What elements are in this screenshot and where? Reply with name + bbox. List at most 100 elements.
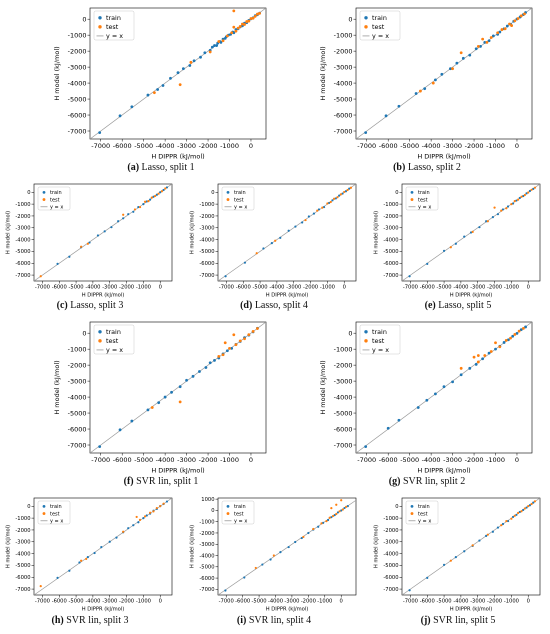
test-point <box>232 333 236 337</box>
y-axis-label: H model (kJ/mol) <box>6 211 12 254</box>
test-point <box>258 12 261 15</box>
train-point <box>474 362 478 366</box>
test-point <box>328 516 331 519</box>
test-point <box>519 14 523 18</box>
data-layer <box>218 499 356 595</box>
x-tick-label: -2000 <box>303 285 318 291</box>
test-point <box>516 17 520 20</box>
test-point <box>217 354 221 358</box>
train-point <box>117 220 120 223</box>
legend-test-marker <box>364 339 368 343</box>
train-point <box>78 561 81 564</box>
x-tick-label: -3000 <box>470 599 485 605</box>
test-point <box>517 329 521 333</box>
data-layer <box>356 322 532 453</box>
train-point <box>414 92 418 95</box>
y-tick-label: 0 <box>82 329 86 337</box>
panel-a: -7000 -6000 -5000 -4000 -3000 -2000 -1000 0 -700… <box>52 4 270 176</box>
y-axis-label: H model (kJ/mol) <box>374 211 380 254</box>
test-point <box>256 327 259 330</box>
test-point <box>149 511 152 514</box>
x-tick-label: 0 <box>159 285 162 291</box>
train-point <box>519 328 523 332</box>
test-point <box>510 517 513 520</box>
scatter-plot-e: -7000 -6000 -5000 -4000 -3000 -2000 -1000 0-700… <box>374 183 541 299</box>
train-point <box>130 105 134 109</box>
train-point <box>56 262 59 265</box>
train-point <box>522 194 525 198</box>
legend-train-label: train <box>418 504 430 510</box>
x-tick-label: -2000 <box>487 599 502 605</box>
y-tick-label: -5000 <box>199 249 214 255</box>
test-point <box>476 44 480 48</box>
train-point <box>279 551 282 554</box>
test-point <box>178 83 182 87</box>
test-point <box>449 559 452 562</box>
scatter-plot-h: -7000 -6000 -5000 -4000 -3000 -2000 -1000 0-700… <box>6 497 173 613</box>
caption-letter: (a) <box>127 162 140 173</box>
test-point <box>251 330 255 333</box>
test-point <box>302 535 305 539</box>
y-tick-label: -6000 <box>68 111 87 119</box>
y-tick-label: -1000 <box>68 345 87 353</box>
train-point <box>132 524 135 527</box>
test-point <box>510 24 514 27</box>
x-axis-label: H DIPPR (kJ/mol) <box>450 293 493 299</box>
x-tick-label: -3000 <box>286 285 301 291</box>
caption-a: (a) Lasso, split 1 <box>52 162 270 173</box>
test-point <box>155 506 158 510</box>
train-point <box>122 217 125 220</box>
test-point <box>85 557 88 561</box>
x-tick-label: 0 <box>249 142 253 150</box>
train-point <box>68 255 71 258</box>
train-point <box>56 576 59 579</box>
x-tick-label: -4000 <box>85 599 100 605</box>
train-point <box>434 392 437 396</box>
x-tick-label: -2000 <box>301 599 316 605</box>
x-tick-label: -7000 <box>403 599 418 605</box>
train-point <box>224 589 227 592</box>
y-tick-label: -1000 <box>199 202 214 208</box>
y-tick-label: -6000 <box>199 576 214 582</box>
y-tick-label: -3000 <box>383 540 398 546</box>
caption-letter: (f) <box>123 476 134 487</box>
train-point <box>344 190 348 193</box>
train-point <box>317 525 320 528</box>
train-point <box>331 199 334 202</box>
x-tick-label: -5000 <box>400 456 419 464</box>
legend-box <box>93 324 135 355</box>
train-point <box>522 508 525 512</box>
test-point <box>505 519 508 523</box>
test-point <box>238 24 242 28</box>
test-point <box>221 353 225 357</box>
legend-box <box>37 186 71 211</box>
y-tick-label: -4000 <box>383 551 398 557</box>
legend-test-marker <box>42 512 46 515</box>
scatter-plot-c: -7000 -6000 -5000 -4000 -3000 -2000 -1000 0-700… <box>6 183 173 299</box>
x-tick-label: -5000 <box>400 142 419 150</box>
train-point <box>100 545 103 549</box>
test-point <box>254 566 257 570</box>
y-tick-label: -4000 <box>383 237 398 243</box>
caption-text: Lasso, split 3 <box>70 300 124 311</box>
train-point <box>146 408 150 412</box>
train-point <box>491 216 494 219</box>
x-tick-label: -4000 <box>85 285 100 291</box>
test-point <box>223 341 227 345</box>
train-point <box>146 93 150 97</box>
test-point <box>522 326 525 330</box>
test-point <box>164 187 167 190</box>
y-tick-label: 0 <box>348 15 352 23</box>
train-point <box>333 514 336 517</box>
test-point <box>485 40 489 44</box>
train-point <box>327 201 331 205</box>
train-point <box>496 213 500 216</box>
test-point <box>336 196 339 199</box>
caption-text: SVR lin, split 4 <box>248 615 312 626</box>
x-tick-label: -3000 <box>102 599 117 605</box>
test-point <box>330 507 333 510</box>
test-point <box>253 14 257 18</box>
legend-line-label: y = x <box>50 519 63 525</box>
y-tick-label: -1000 <box>68 31 87 39</box>
test-point <box>418 89 422 93</box>
